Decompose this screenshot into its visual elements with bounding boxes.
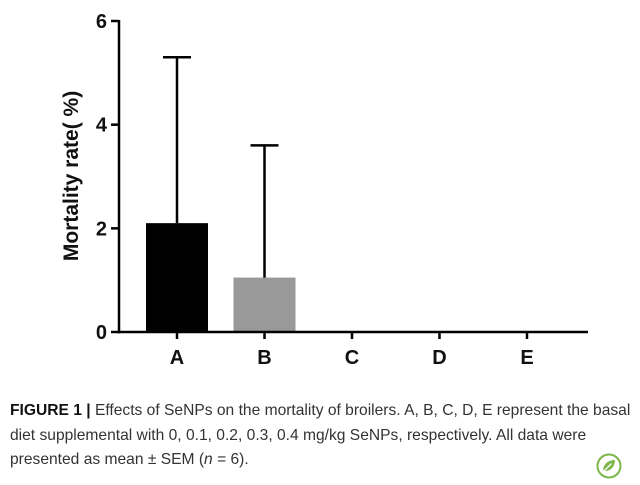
y-tick-label-6: 6 — [96, 11, 107, 33]
x-tick-label-C: C — [345, 347, 359, 369]
error-bars-group — [163, 56, 279, 278]
x-tick-label-D: D — [432, 347, 446, 369]
x-tick-label-B: B — [257, 347, 271, 369]
x-tick-label-E: E — [520, 347, 533, 369]
bar-A — [146, 223, 208, 332]
figure-caption: FIGURE 1 | Effects of SeNPs on the morta… — [10, 399, 632, 473]
y-tick-label-4: 4 — [96, 115, 108, 137]
y-ticks-group: 0 2 4 6 — [96, 11, 119, 344]
caption-n-value: = 6). — [212, 451, 249, 468]
figure-label: FIGURE 1 | — [10, 402, 91, 419]
caption-n-symbol: n — [204, 451, 213, 468]
bar-chart: 0 2 4 6 A B C D E Mortality rate( %) — [60, 11, 588, 369]
x-tick-label-A: A — [170, 347, 184, 369]
bar-B — [233, 277, 296, 332]
y-tick-label-2: 2 — [96, 218, 107, 240]
frontiers-leaf-logo-icon — [596, 453, 622, 479]
y-tick-label-0: 0 — [96, 322, 107, 344]
caption-text: Effects of SeNPs on the mortality of bro… — [10, 402, 631, 468]
x-ticks-group: A B C D E — [170, 332, 534, 369]
y-axis-label: Mortality rate( %) — [60, 91, 83, 261]
bars-group — [146, 223, 296, 332]
